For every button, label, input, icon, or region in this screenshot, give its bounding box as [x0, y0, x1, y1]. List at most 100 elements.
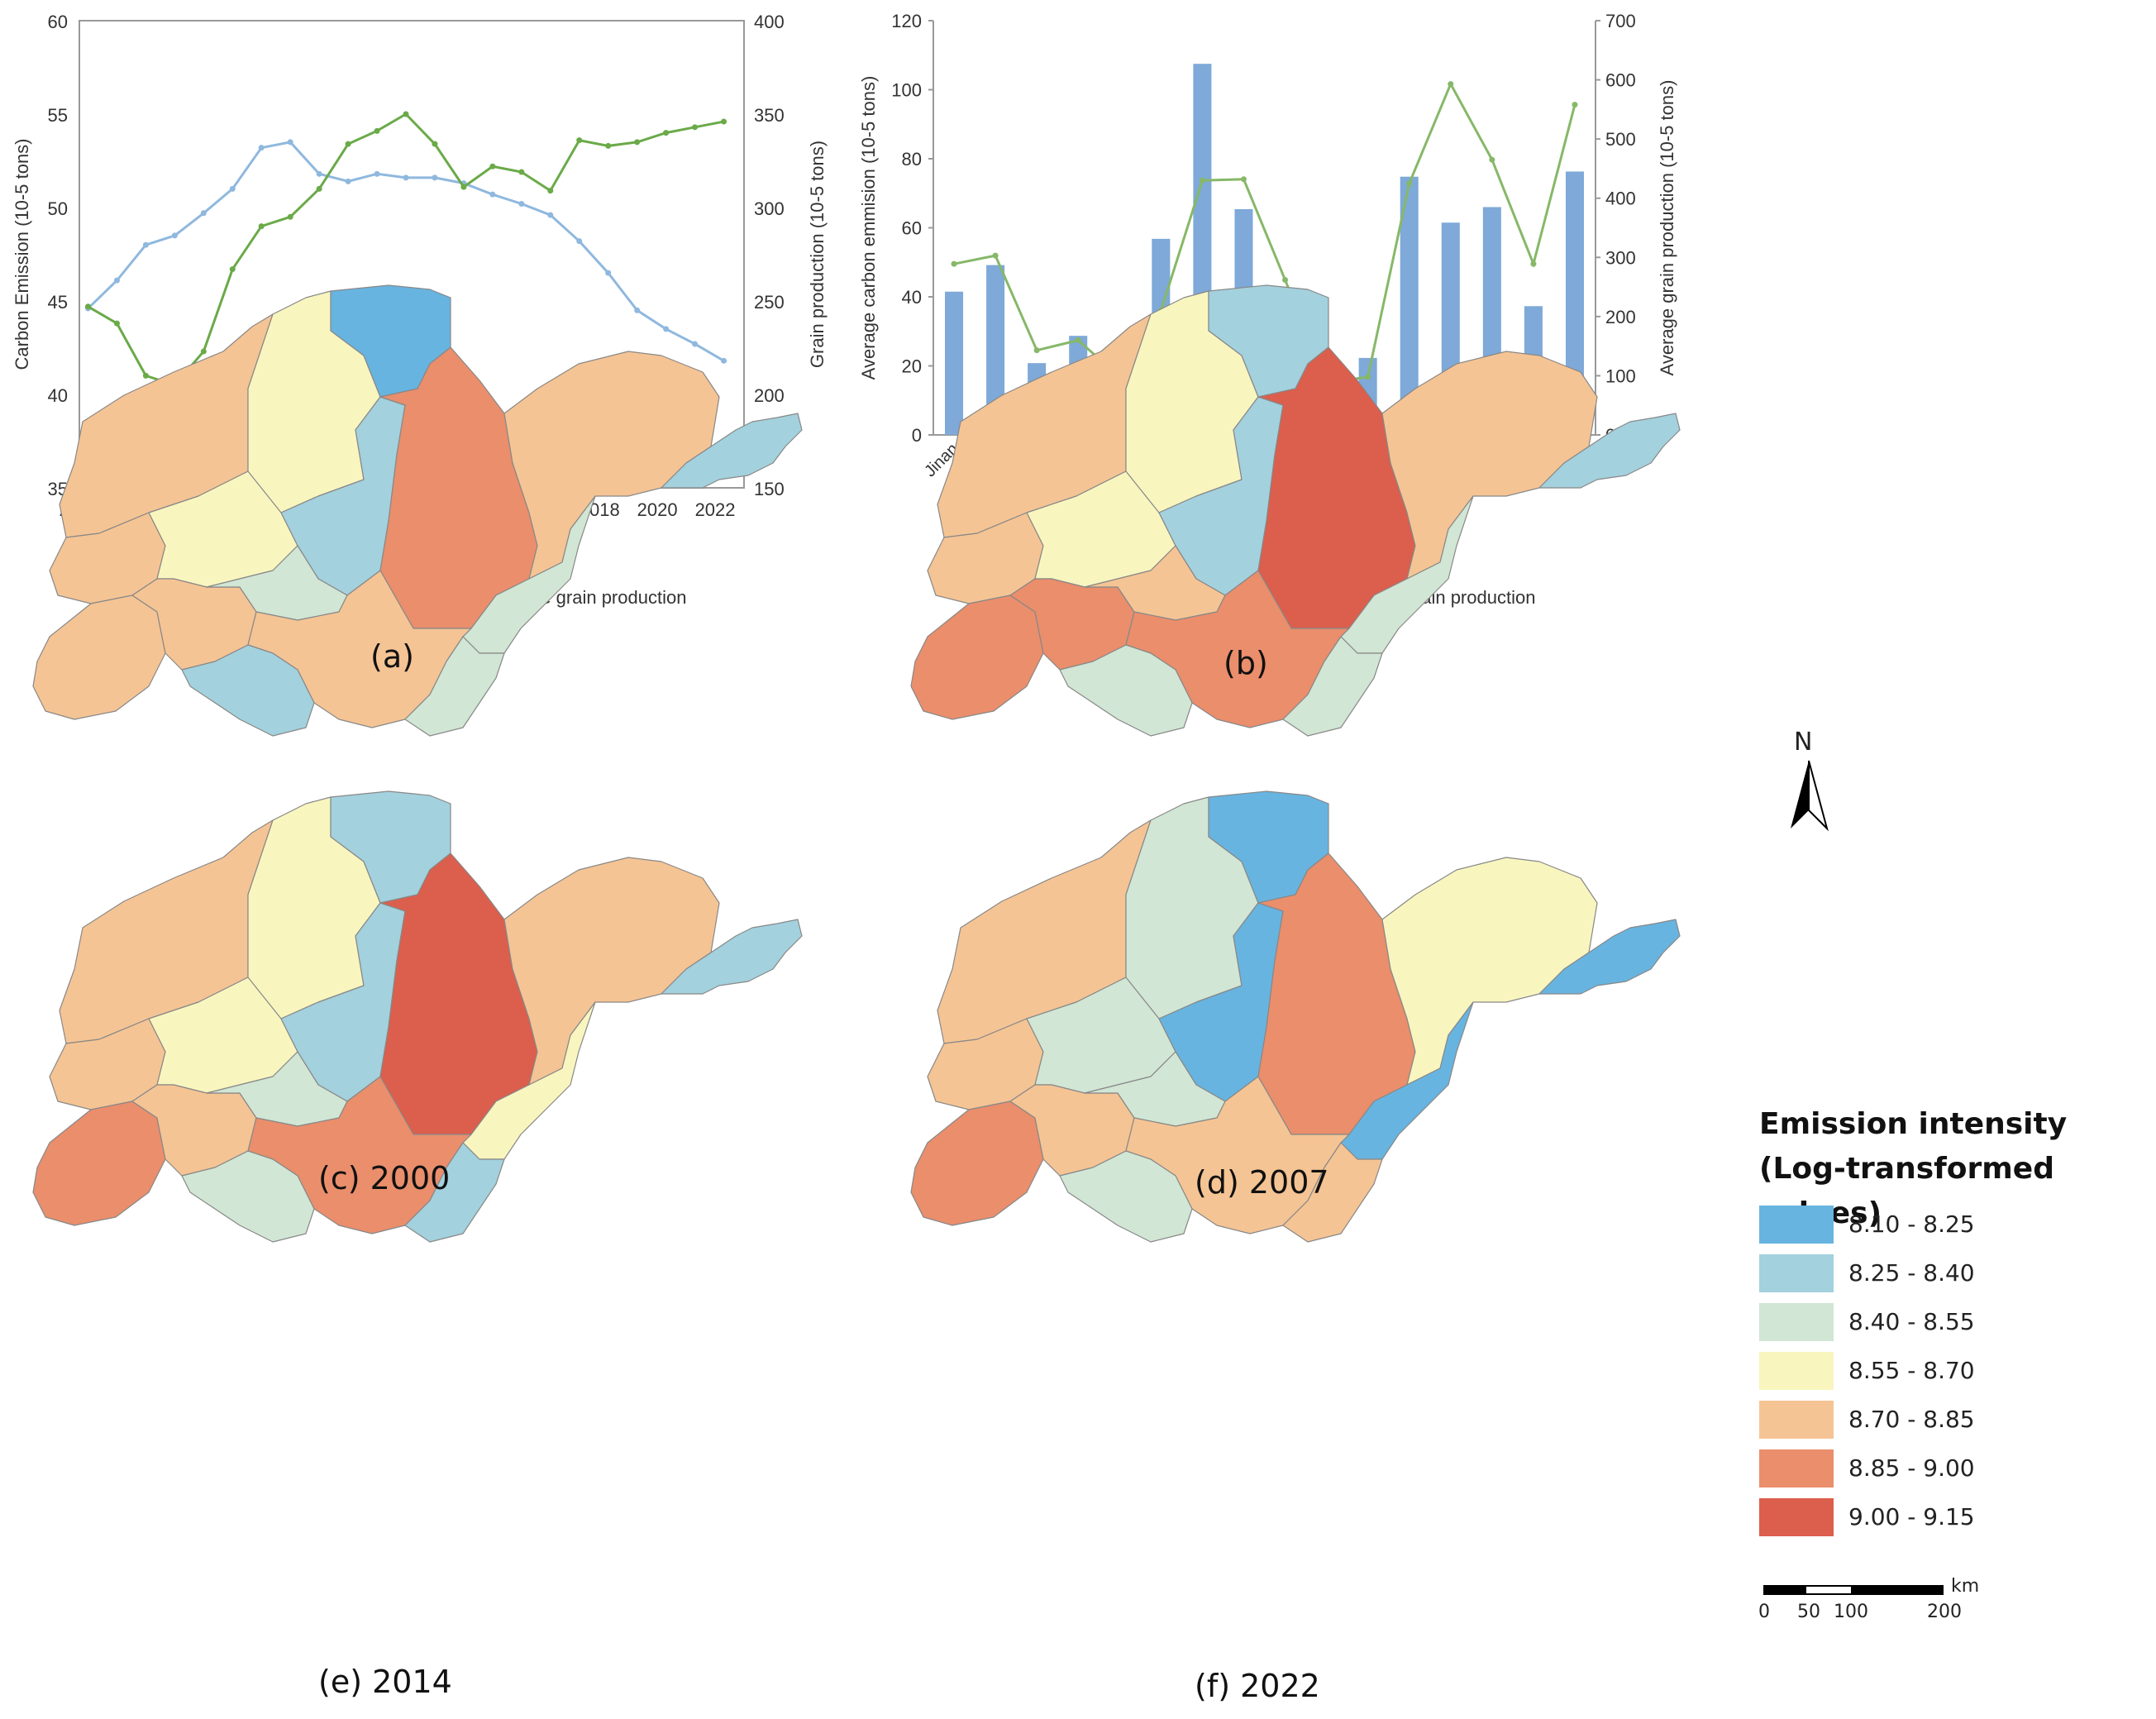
- series-point-b-6: [1199, 177, 1205, 184]
- map-region-d-rizhao: [1282, 636, 1383, 737]
- legend-label: 8.85 - 9.00: [1848, 1454, 1975, 1482]
- bar-b-11: [1400, 176, 1419, 435]
- y-left-tick-b-0: 0: [912, 425, 922, 446]
- legend-swatch: [1759, 1449, 1834, 1487]
- series-point-a-0-21: [692, 341, 699, 347]
- x-tick-a-10: 2020: [637, 499, 678, 520]
- y-right-tick-a-4: 350: [754, 105, 785, 126]
- series-point-a-1-16: [547, 188, 554, 194]
- scale-unit: km: [1951, 1576, 1980, 1597]
- series-point-a-1-22: [721, 118, 727, 125]
- y-right-tick-b-6: 600: [1605, 70, 1636, 91]
- caption-f: (f) 2022: [1195, 1668, 1320, 1704]
- series-point-a-0-3: [171, 232, 178, 239]
- series-point-a-1-9: [345, 141, 351, 147]
- y-right-tick-b-4: 400: [1605, 189, 1636, 209]
- map-region-c-zaozhuang: [181, 644, 315, 737]
- y-right-tick-a-1: 200: [754, 385, 785, 406]
- map-region-f-heze: [910, 1101, 1044, 1226]
- map-region-d-heze: [910, 594, 1044, 720]
- legend-label: 8.40 - 8.55: [1848, 1308, 1975, 1335]
- series-point-b-2: [1033, 347, 1040, 354]
- series-point-a-1-14: [489, 163, 496, 170]
- series-point-a-0-19: [634, 307, 641, 313]
- y-right-tick-a-5: 400: [754, 12, 785, 32]
- legend-label: 8.10 - 8.25: [1848, 1210, 1975, 1238]
- y-left-tick-b-2: 40: [902, 287, 922, 308]
- series-point-b-14: [1530, 260, 1537, 267]
- series-point-a-0-8: [316, 170, 322, 177]
- legend-swatch: [1759, 1498, 1834, 1536]
- caption-d: (d) 2007: [1195, 1164, 1329, 1201]
- y-left-tick-a-5: 60: [48, 12, 68, 32]
- series-point-a-1-13: [460, 184, 467, 190]
- series-point-a-1-17: [576, 137, 583, 144]
- y-right-tick-a-2: 250: [754, 292, 785, 313]
- north-arrow-icon: [1791, 760, 1829, 832]
- series-point-a-0-22: [721, 357, 727, 364]
- map-region-c-rizhao: [404, 636, 505, 737]
- map-region-e-zaozhuang: [181, 1150, 315, 1243]
- series-point-a-0-17: [576, 238, 583, 245]
- y-right-tick-b-7: 700: [1605, 11, 1636, 31]
- y-right-axis-label-b: Average grain production (10-5 tons): [1657, 80, 1677, 376]
- series-point-a-1-21: [692, 124, 699, 131]
- series-point-a-0-10: [374, 170, 380, 177]
- scale-tick-50: 50: [1797, 1602, 1820, 1622]
- legend-swatch: [1759, 1303, 1834, 1341]
- caption-e: (e) 2014: [318, 1664, 452, 1700]
- series-point-a-1-0: [84, 303, 91, 310]
- y-right-tick-b-2: 200: [1605, 307, 1636, 327]
- series-point-b-12: [1448, 81, 1454, 88]
- bar-b-1: [986, 265, 1005, 435]
- y-right-tick-b-5: 500: [1605, 129, 1636, 150]
- series-point-a-0-14: [489, 191, 496, 198]
- series-line-b: [953, 81, 1576, 384]
- series-point-b-3: [1075, 337, 1081, 343]
- y-right-axis-label-a: Grain production (10-5 tons): [807, 141, 828, 368]
- map-region-c-weihai: [661, 413, 803, 489]
- map-region-f-weihai: [1538, 919, 1681, 995]
- y-left-tick-b-3: 60: [902, 218, 922, 239]
- legend-swatch: [1759, 1352, 1834, 1390]
- y-right-tick-a-0: 150: [754, 479, 785, 499]
- series-point-b-0: [951, 260, 957, 267]
- series-point-a-0-16: [547, 212, 554, 218]
- series-point-a-1-12: [432, 141, 438, 147]
- series-point-a-1-10: [374, 127, 380, 134]
- y-left-tick-b-5: 100: [891, 80, 922, 101]
- bar-b-0: [945, 291, 964, 435]
- legend-swatch: [1759, 1254, 1834, 1292]
- legend-label: 9.00 - 9.15: [1848, 1503, 1975, 1530]
- scale-bar: [1763, 1585, 1944, 1595]
- legend-label: 8.55 - 8.70: [1848, 1357, 1975, 1384]
- series-point-a-1-2: [142, 372, 149, 379]
- north-arrow: N: [1786, 728, 1835, 835]
- series-point-a-0-15: [518, 200, 525, 207]
- map-region-e-weihai: [661, 919, 803, 995]
- map-region-e-rizhao: [404, 1142, 505, 1243]
- y-left-axis-label-b: Average carbon emmision (10-5 tons): [858, 76, 879, 380]
- series-point-a-0-1: [113, 277, 120, 284]
- y-right-tick-a-3: 300: [754, 198, 785, 219]
- series-point-b-1: [992, 252, 999, 259]
- y-left-tick-a-4: 55: [48, 105, 68, 126]
- series-point-a-0-5: [229, 185, 236, 192]
- map-region-c-heze: [32, 594, 166, 720]
- caption-c: (c) 2000: [318, 1160, 451, 1196]
- series-point-a-1-19: [634, 139, 641, 146]
- series-point-a-1-6: [258, 223, 265, 230]
- x-tick-a-11: 2022: [695, 499, 736, 520]
- y-left-tick-a-1: 40: [48, 385, 68, 406]
- series-point-b-15: [1572, 102, 1578, 108]
- legend-title-line1: Emission intensity: [1759, 1107, 2068, 1141]
- map-region-f-zaozhuang: [1059, 1150, 1193, 1243]
- series-point-a-1-8: [316, 185, 322, 192]
- series-point-b-7: [1240, 176, 1247, 183]
- series-point-b-8: [1282, 276, 1289, 283]
- series-point-a-1-7: [287, 213, 293, 220]
- north-label: N: [1794, 728, 1813, 757]
- legend-swatch: [1759, 1401, 1834, 1439]
- series-point-a-0-11: [403, 174, 409, 181]
